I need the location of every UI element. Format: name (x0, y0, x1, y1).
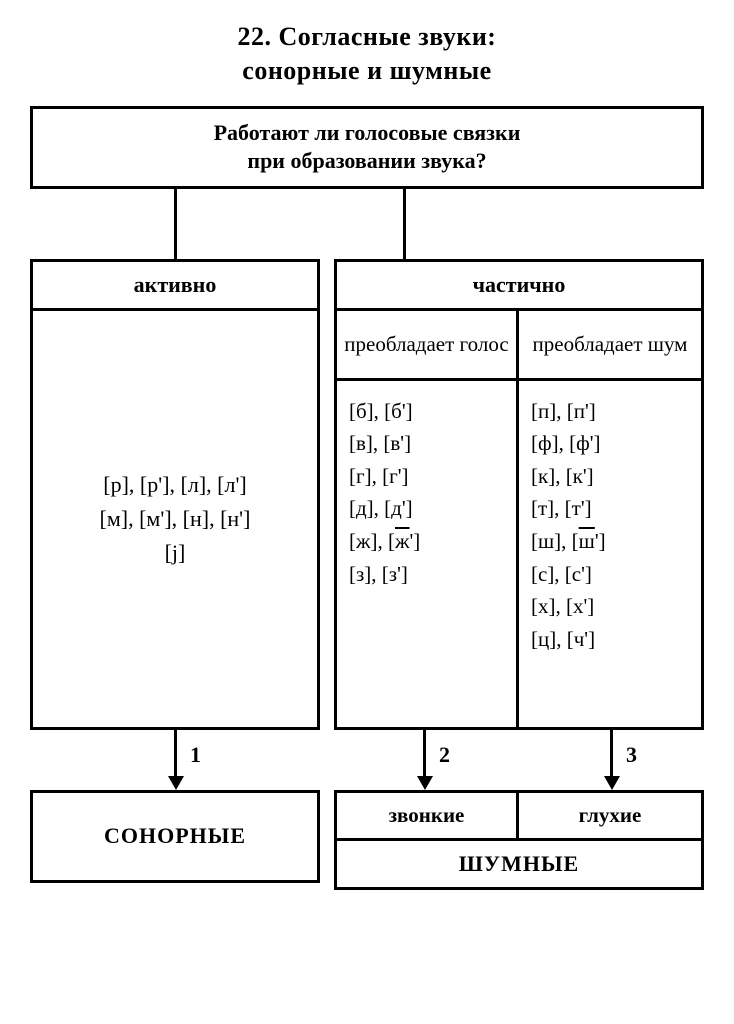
sonor-label: СОНОРНЫЕ (104, 823, 246, 849)
arrow-number-3: 3 (626, 742, 637, 768)
connector-line (403, 189, 406, 259)
question-line-2: при образовании звука? (247, 148, 486, 173)
left-line-2: [м], [м'], [н], [н'] (100, 506, 251, 531)
c1-l5-pre: [ж], [ (349, 529, 395, 553)
arrowhead-icon (168, 776, 184, 790)
connector-line (174, 189, 177, 259)
c2-l5-post: '] (595, 529, 606, 553)
connector-top (30, 189, 704, 259)
right-sub-columns: преобладает голос [б], [б'] [в], [в'] [г… (337, 311, 701, 727)
arrow-number-2: 2 (439, 742, 450, 768)
noisy-top-row: звонкие глухие (337, 793, 701, 838)
page: 22. Согласные звуки: сонорные и шумные Р… (0, 0, 734, 920)
c2-l6: [с], [с'] (531, 562, 592, 586)
left-header: активно (33, 262, 317, 311)
left-column: активно [р], [р'], [л], [л'] [м], [м'], … (30, 259, 320, 730)
right-column: частично преобладает голос [б], [б'] [в]… (334, 259, 704, 730)
title-line-2: сонорные и шумные (242, 56, 491, 85)
c1-l5-post: '] (410, 529, 421, 553)
arrow-line (610, 730, 613, 776)
sub-body-1: [б], [б'] [в], [в'] [г], [г'] [д], [д'] … (337, 381, 516, 727)
result-row: СОНОРНЫЕ звонкие глухие ШУМНЫЕ (30, 790, 704, 890)
c1-l6: [з], [з'] (349, 562, 408, 586)
sub-header-2-text: преобладает шум (533, 331, 688, 357)
sub-body-2: [п], [п'] [ф], [ф'] [к], [к'] [т], [т'] … (519, 381, 701, 727)
right-sub-col-1: преобладает голос [б], [б'] [в], [в'] [г… (337, 311, 519, 727)
question-box: Работают ли голосовые связки при образов… (30, 106, 704, 189)
voiced-label: звонкие (337, 793, 519, 838)
sub-header-1: преобладает голос (337, 311, 516, 381)
question-line-1: Работают ли голосовые связки (214, 120, 521, 145)
c2-l4: [т], [т'] (531, 496, 592, 520)
c1-l1: [б], [б'] (349, 399, 413, 423)
arrow-row: 1 2 3 (30, 730, 704, 790)
c1-l2: [в], [в'] (349, 431, 411, 455)
c1-l5: [ж], [ж'] (349, 529, 420, 553)
voiceless-label: глухие (519, 793, 701, 838)
c2-l5-pre: [ш], [ (531, 529, 579, 553)
c2-l1: [п], [п'] (531, 399, 596, 423)
noisy-group-label: ШУМНЫЕ (337, 838, 701, 887)
c2-l3: [к], [к'] (531, 464, 594, 488)
c2-l5-ov: ш (579, 529, 595, 553)
c2-l7: [х], [х'] (531, 594, 594, 618)
sub-header-2: преобладает шум (519, 311, 701, 381)
c2-l2: [ф], [ф'] (531, 431, 600, 455)
noisy-result-box: звонкие глухие ШУМНЫЕ (334, 790, 704, 890)
columns: активно [р], [р'], [л], [л'] [м], [м'], … (30, 259, 704, 730)
c1-l3: [г], [г'] (349, 464, 408, 488)
c2-l5: [ш], [ш'] (531, 529, 606, 553)
sonor-result-box: СОНОРНЫЕ (30, 790, 320, 883)
arrow-number-1: 1 (190, 742, 201, 768)
arrowhead-icon (604, 776, 620, 790)
left-body: [р], [р'], [л], [л'] [м], [м'], [н], [н'… (33, 311, 317, 727)
arrow-line (174, 730, 177, 776)
c2-l8: [ц], [ч'] (531, 627, 595, 651)
arrow-line (423, 730, 426, 776)
sub-header-1-text: преобладает голос (344, 331, 508, 357)
c1-l5-ov: ж (395, 529, 410, 553)
arrowhead-icon (417, 776, 433, 790)
diagram-title: 22. Согласные звуки: сонорные и шумные (30, 20, 704, 88)
right-sub-col-2: преобладает шум [п], [п'] [ф], [ф'] [к],… (519, 311, 701, 727)
title-line-1: 22. Согласные звуки: (238, 22, 497, 51)
right-header: частично (337, 262, 701, 311)
left-line-3: [j] (165, 540, 186, 565)
left-line-1: [р], [р'], [л], [л'] (103, 472, 247, 497)
c1-l4: [д], [д'] (349, 496, 413, 520)
